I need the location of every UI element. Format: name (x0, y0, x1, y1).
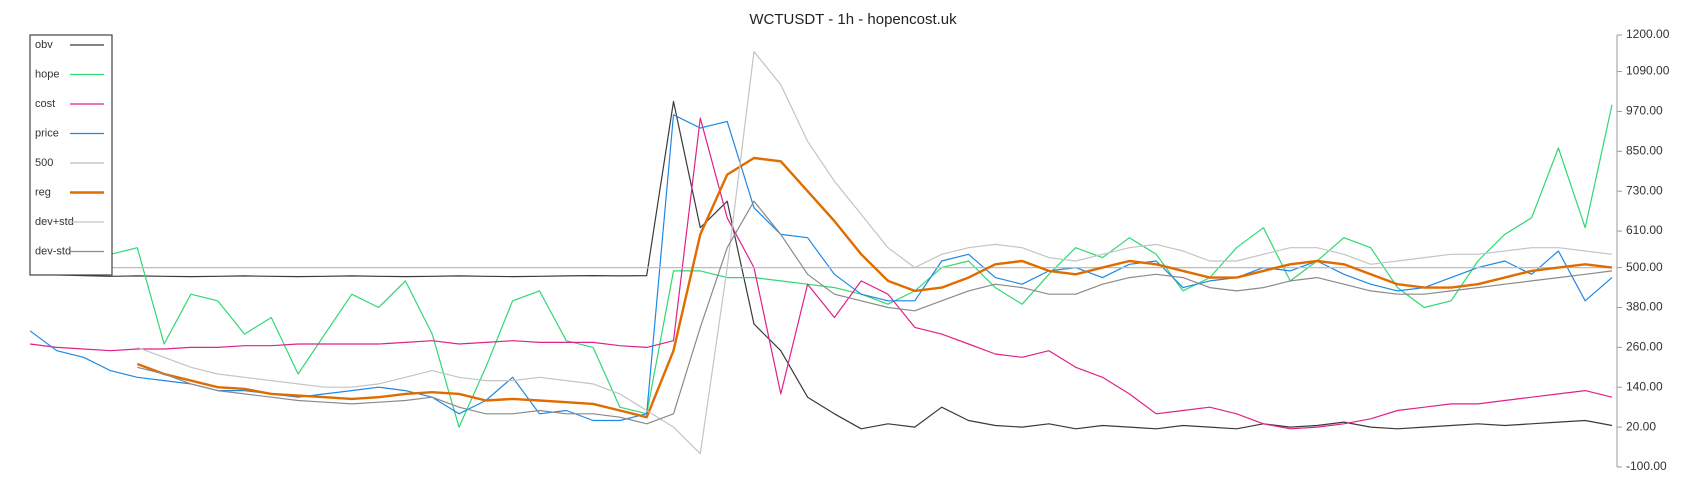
legend-label: dev-std (35, 245, 71, 257)
y-tick-label: 20.00 (1626, 419, 1656, 433)
y-tick-label: 1200.00 (1626, 27, 1670, 41)
legend-label: dev+std (35, 216, 74, 228)
chart-title: WCTUSDT - 1h - hopencost.uk (749, 11, 957, 28)
y-tick-label: 850.00 (1626, 143, 1663, 157)
series-line (136, 156, 1613, 419)
y-tick-label: 1090.00 (1626, 64, 1670, 78)
y-tick-label: 730.00 (1626, 183, 1663, 197)
legend-label: hope (35, 68, 59, 80)
y-tick-label: 260.00 (1626, 340, 1663, 354)
legend-label: cost (35, 98, 55, 110)
legend-label: obv (35, 39, 53, 51)
series-line (29, 117, 1613, 430)
legend-label: reg (35, 186, 51, 198)
y-tick-label: 380.00 (1626, 300, 1663, 314)
legend-label: price (35, 127, 59, 139)
y-tick-label: 500.00 (1626, 260, 1663, 274)
series-line (137, 51, 1613, 455)
series-line (29, 104, 1613, 428)
y-tick-label: -100.00 (1626, 459, 1667, 473)
y-tick-label: 140.00 (1626, 379, 1663, 393)
y-tick-label: 610.00 (1626, 223, 1663, 237)
y-tick-label: 970.00 (1626, 104, 1663, 118)
series-line (137, 200, 1613, 425)
legend-label: 500 (35, 157, 53, 169)
series-line (29, 114, 1613, 422)
